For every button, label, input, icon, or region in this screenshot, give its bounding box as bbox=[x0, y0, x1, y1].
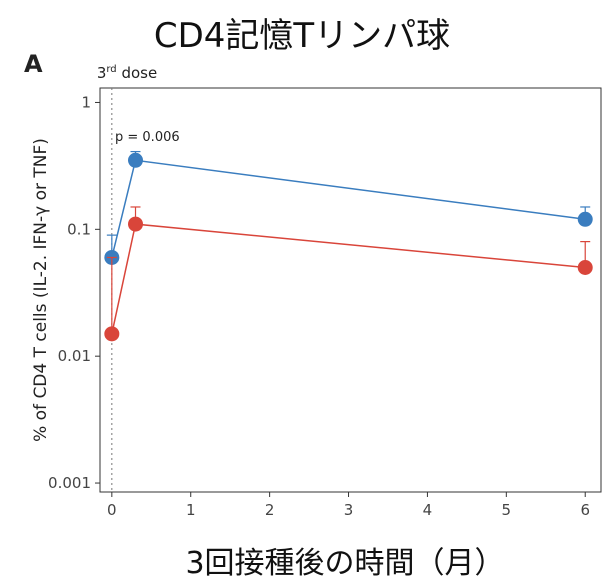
y-tick-label: 0.1 bbox=[67, 220, 91, 238]
y-tick-label: 0.01 bbox=[58, 347, 91, 365]
x-tick-label: 2 bbox=[265, 501, 275, 519]
x-tick-label: 0 bbox=[107, 501, 117, 519]
x-tick-label: 4 bbox=[423, 501, 433, 519]
x-axis: 0 1 2 3 4 5 6 bbox=[107, 492, 590, 519]
series-line-1 bbox=[111, 159, 586, 258]
x-tick-label: 6 bbox=[580, 501, 590, 519]
page-title: CD4記憶Tリンパ球 bbox=[153, 16, 451, 56]
y-tick-label: 1 bbox=[81, 93, 91, 111]
y-tick-label: 0.001 bbox=[48, 474, 91, 492]
data-point bbox=[128, 152, 144, 168]
dose-marker: 3rd dose bbox=[97, 64, 157, 492]
x-tick-label: 5 bbox=[502, 501, 512, 519]
panel-letter: A bbox=[24, 50, 43, 78]
plot-frame bbox=[99, 87, 602, 493]
data-point bbox=[577, 211, 593, 227]
x-tick-label: 1 bbox=[186, 501, 196, 519]
series-line-2 bbox=[111, 223, 586, 335]
y-axis: 1 0.1 0.01 0.001 bbox=[48, 93, 100, 492]
y-axis-title: % of CD4 T cells (IL-2. IFN-γ or TNF) bbox=[31, 138, 51, 442]
dose-label: 3rd dose bbox=[97, 64, 157, 82]
x-tick-label: 3 bbox=[344, 501, 354, 519]
data-point bbox=[577, 260, 593, 276]
p-value-annotation: p = 0.006 bbox=[115, 130, 180, 145]
data-point bbox=[128, 216, 144, 232]
series-layer bbox=[104, 150, 593, 342]
data-point bbox=[104, 326, 120, 342]
x-axis-title: 3回接種後の時間（月） bbox=[185, 546, 505, 581]
